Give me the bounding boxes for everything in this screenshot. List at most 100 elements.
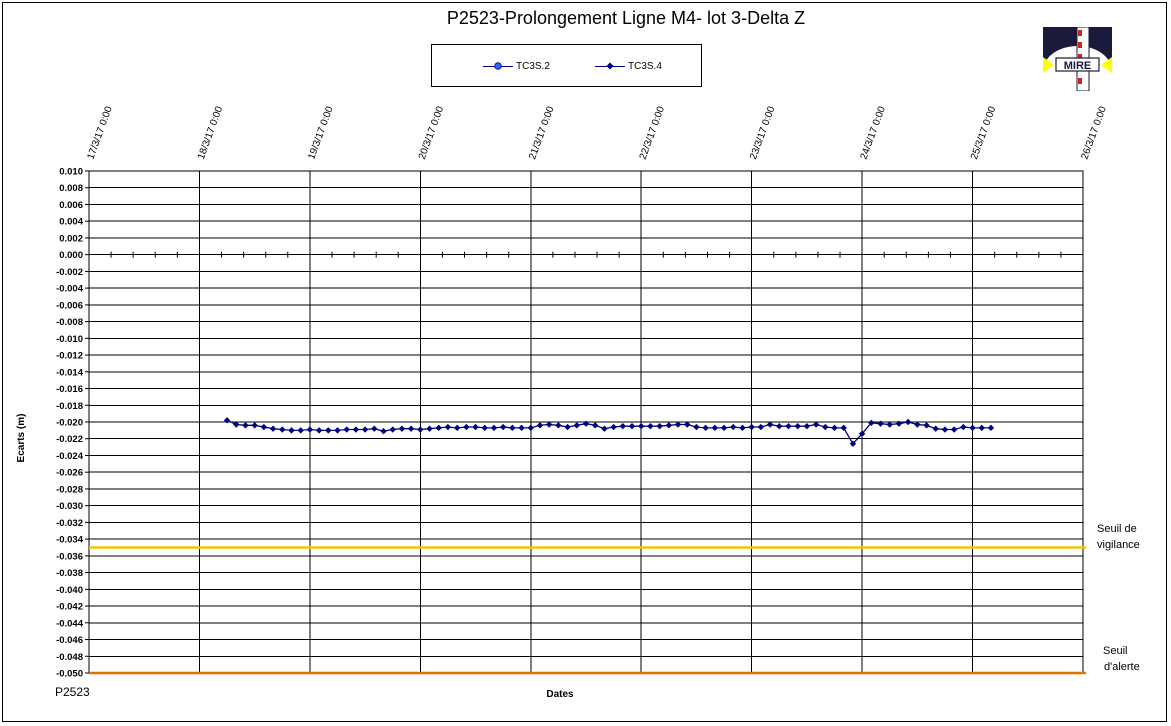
- data-point: [693, 423, 700, 431]
- mire-logo: MIRE: [1043, 27, 1112, 91]
- threshold-lines: [89, 546, 1086, 675]
- data-point: [822, 423, 829, 431]
- data-point: [904, 418, 912, 426]
- data-point: [794, 422, 801, 430]
- data-point: [288, 427, 295, 434]
- data-point: [730, 423, 737, 431]
- y-tick-label: -0.046: [56, 635, 83, 646]
- data-point: [969, 424, 976, 432]
- circle-marker-icon: [494, 61, 502, 70]
- y-tick-label: -0.030: [56, 501, 83, 512]
- x-tick-label: 23/3/17 0:00: [748, 105, 778, 161]
- data-point: [536, 422, 544, 429]
- x-tick-label: 26/3/17 0:00: [1079, 105, 1109, 161]
- x-tick-label: 25/3/17 0:00: [969, 105, 999, 161]
- y-tick-label: -0.022: [56, 434, 83, 445]
- data-point: [371, 425, 378, 432]
- data-point: [472, 423, 479, 431]
- data-point: [803, 422, 811, 430]
- legend-label-tc3s2: TC3S.2: [516, 60, 550, 72]
- y-tick-label: 0.002: [59, 233, 83, 244]
- legend: TC3S.2 TC3S.4: [431, 44, 702, 87]
- y-tick-label: -0.008: [56, 317, 83, 328]
- data-point: [950, 426, 958, 433]
- data-point: [932, 425, 939, 432]
- y-tick-label: -0.002: [56, 267, 83, 278]
- x-tick-label: 20/3/17 0:00: [417, 105, 447, 161]
- data-point: [306, 426, 314, 433]
- y-tick-label: 0.006: [59, 200, 83, 211]
- data-point: [776, 422, 783, 430]
- data-point: [711, 424, 719, 432]
- y-axis-label: Ecarts (m): [16, 414, 27, 463]
- data-point: [325, 427, 332, 434]
- vigilance-threshold-label: Seuil de vigilance: [1097, 521, 1140, 553]
- data-point: [499, 423, 507, 431]
- data-point: [647, 422, 654, 430]
- data-point: [748, 423, 755, 431]
- data-point: [269, 425, 277, 432]
- legend-label-tc3s4: TC3S.4: [628, 60, 662, 72]
- y-tick-label: 0.010: [59, 167, 83, 178]
- x-tick-label: 17/3/17 0:00: [85, 105, 115, 161]
- alert-threshold-label: Seuil d'alerte: [1103, 643, 1140, 675]
- data-point: [555, 422, 562, 429]
- y-tick-label: -0.042: [56, 602, 83, 613]
- data-point: [868, 419, 875, 427]
- legend-item-tc3s2: TC3S.2: [483, 59, 550, 73]
- y-tick-label: -0.014: [56, 367, 84, 378]
- data-point: [960, 423, 967, 431]
- data-point: [619, 422, 627, 430]
- data-point: [877, 420, 884, 427]
- data-point: [785, 422, 792, 430]
- data-point: [895, 420, 903, 427]
- data-point: [242, 422, 249, 429]
- data-point: [720, 424, 728, 432]
- data-point: [610, 423, 617, 431]
- diamond-marker-icon: [606, 62, 614, 69]
- data-point: [352, 426, 360, 433]
- y-tick-label: -0.004: [56, 284, 84, 295]
- data-point: [684, 421, 691, 428]
- data-point: [923, 422, 930, 429]
- x-axis-label: Dates: [546, 689, 574, 700]
- data-point: [757, 423, 765, 431]
- x-tick-label: 21/3/17 0:00: [527, 105, 557, 161]
- x-tick-label: 19/3/17 0:00: [306, 105, 336, 161]
- data-point: [656, 422, 663, 430]
- data-point: [592, 422, 599, 429]
- y-tick-label: -0.010: [56, 334, 83, 345]
- data-point: [702, 424, 709, 432]
- alert-label-line1: Seuil: [1103, 645, 1128, 657]
- data-point: [831, 424, 838, 432]
- data-point: [858, 430, 866, 437]
- data-point: [417, 426, 424, 433]
- data-point: [407, 425, 415, 432]
- vigilance-label-line1: Seuil de: [1097, 523, 1137, 535]
- data-point: [812, 421, 820, 428]
- data-point: [739, 424, 746, 432]
- x-tick-labels: 17/3/17 0:00 18/3/17 0:00 19/3/17 0:00 20/3…: [85, 105, 1109, 161]
- y-tick-label: -0.016: [56, 384, 83, 395]
- data-point: [601, 425, 608, 432]
- data-point: [260, 423, 268, 431]
- data-point: [766, 421, 774, 428]
- y-tick-label: -0.028: [56, 484, 83, 495]
- y-tick-label: 0.008: [59, 183, 83, 194]
- data-point: [849, 440, 857, 447]
- x-tick-label: 18/3/17 0:00: [196, 105, 226, 161]
- data-point: [628, 422, 636, 430]
- data-point: [886, 421, 893, 428]
- series-tc3s4: [223, 417, 995, 447]
- y-tick-label: -0.018: [56, 401, 83, 412]
- footer-label: P2523: [55, 685, 90, 699]
- data-point: [233, 421, 240, 428]
- data-point: [914, 421, 921, 428]
- data-point: [380, 428, 387, 435]
- data-point: [638, 422, 645, 430]
- y-tick-label: -0.040: [56, 585, 83, 596]
- data-point: [223, 417, 231, 424]
- y-tick-label: -0.032: [56, 518, 83, 529]
- y-tick-label: -0.050: [56, 669, 83, 680]
